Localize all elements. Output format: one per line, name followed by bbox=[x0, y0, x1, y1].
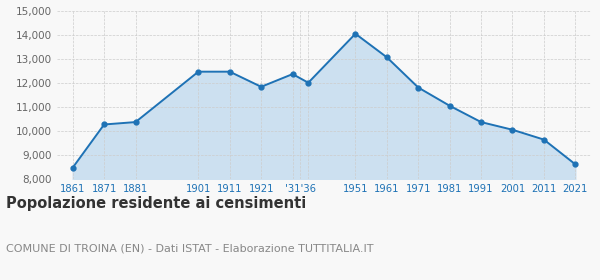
Text: Popolazione residente ai censimenti: Popolazione residente ai censimenti bbox=[6, 196, 306, 211]
Text: COMUNE DI TROINA (EN) - Dati ISTAT - Elaborazione TUTTITALIA.IT: COMUNE DI TROINA (EN) - Dati ISTAT - Ela… bbox=[6, 244, 373, 254]
